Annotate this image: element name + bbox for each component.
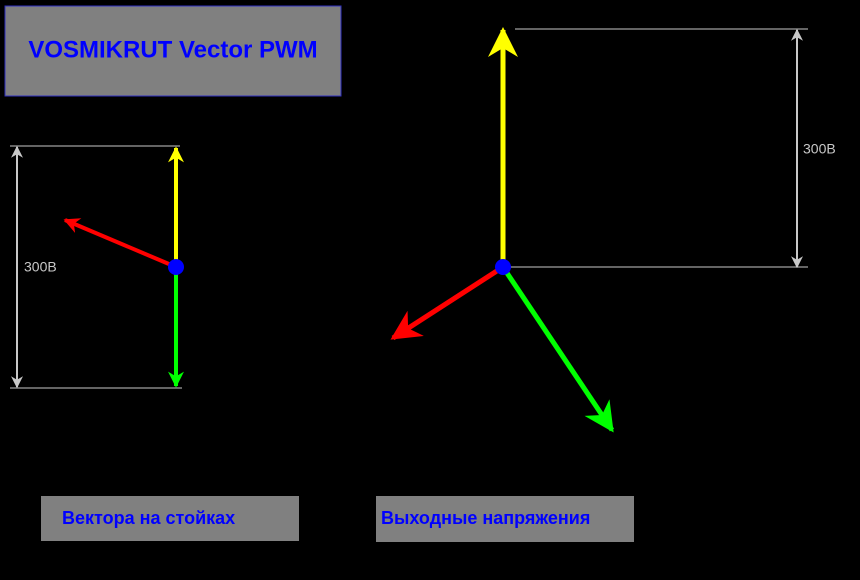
- button-face[interactable]: [376, 496, 634, 542]
- button-label[interactable]: Вектора на стойках: [62, 508, 235, 528]
- center-dot: [168, 259, 184, 275]
- vector-red: [390, 264, 505, 341]
- dimension-label: 300В: [803, 141, 836, 157]
- vector-green: [500, 265, 615, 433]
- vector-red: [63, 218, 177, 269]
- title-box: [4, 5, 342, 97]
- button[interactable]: Выходные напряжения: [376, 496, 634, 542]
- button-label[interactable]: Выходные напряжения: [381, 508, 590, 528]
- dimension-label: 300В: [24, 259, 57, 275]
- left-diagram: 300В: [10, 145, 184, 389]
- right-diagram: 300В: [390, 27, 836, 433]
- title-panel: VOSMIKRUT Vector PWM: [4, 5, 342, 97]
- button[interactable]: Вектора на стойках: [41, 496, 299, 541]
- button-face[interactable]: [41, 496, 299, 541]
- title: VOSMIKRUT Vector PWM: [28, 36, 317, 63]
- center-dot: [495, 259, 511, 275]
